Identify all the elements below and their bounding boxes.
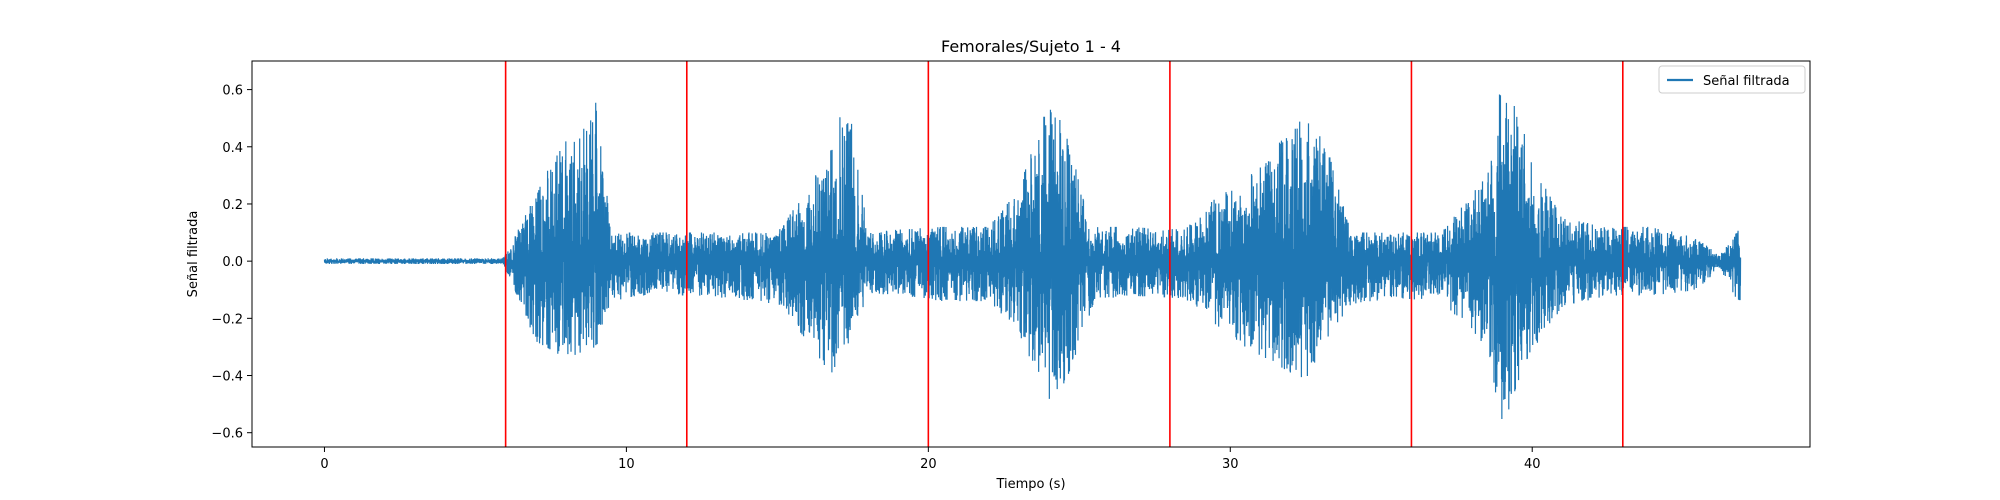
axes-layer: 0 10 20 30 40 −0.6 −0.4 −0.2 0.0 0.2 0.4 0.6 (211, 60, 1811, 472)
y-axis-label: Señal filtrada (186, 211, 201, 298)
legend-label: Señal filtrada (1703, 74, 1790, 89)
axes-frame (251, 60, 1811, 448)
x-tick-label: 40 (1524, 457, 1541, 472)
x-tick-label: 30 (1222, 457, 1239, 472)
x-tick-label: 10 (618, 457, 635, 472)
y-tick-label: 0.4 (222, 141, 243, 156)
legend-frame (1658, 65, 1806, 94)
x-axis-label: Tiempo (s) (995, 477, 1065, 492)
series-line-senal-filtrada (323, 94, 1742, 419)
y-tick-label: −0.2 (211, 312, 243, 327)
y-tick-label: 0.2 (222, 198, 243, 213)
legend: Señal filtrada (1658, 65, 1806, 94)
y-tick-label: 0.0 (222, 255, 243, 270)
y-tick-label: −0.4 (211, 370, 243, 385)
y-tick-label: −0.6 (211, 427, 243, 442)
y-tick-label: 0.6 (222, 84, 243, 99)
x-tick-label: 20 (920, 457, 937, 472)
chart-title: Femorales/Sujeto 1 - 4 (941, 37, 1121, 56)
plot-layer (323, 61, 1742, 447)
x-tick-label: 0 (320, 457, 328, 472)
